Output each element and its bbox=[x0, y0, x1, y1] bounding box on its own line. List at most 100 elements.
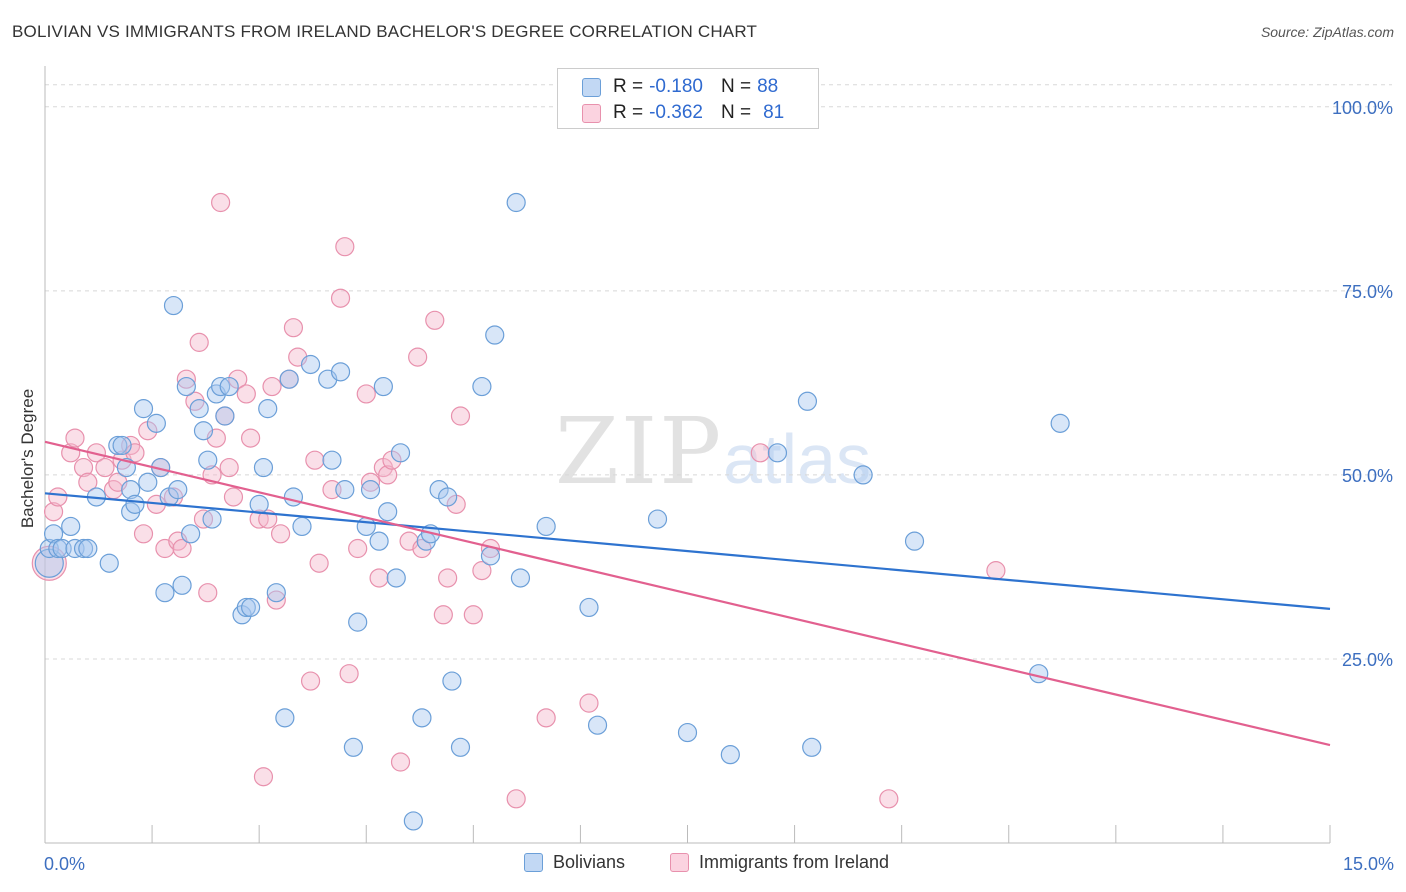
bolivian-point bbox=[219, 376, 239, 397]
ireland-point bbox=[172, 538, 192, 559]
bolivian-point bbox=[176, 376, 196, 397]
bolivian-point bbox=[904, 531, 925, 551]
ireland-point bbox=[390, 752, 411, 772]
bolivian-point bbox=[78, 538, 98, 559]
legend-item-ireland[interactable]: Immigrants from Ireland bbox=[670, 852, 889, 873]
bolivian-point bbox=[802, 737, 822, 757]
ireland-point bbox=[270, 524, 291, 544]
bolivian-point bbox=[241, 597, 261, 618]
ireland-point bbox=[176, 369, 196, 389]
legend-swatch-blue bbox=[582, 77, 601, 97]
ireland-point bbox=[360, 472, 381, 492]
y-tick-label: 50.0% bbox=[1342, 466, 1393, 486]
bolivian-point bbox=[146, 413, 166, 433]
legend-swatch-blue bbox=[524, 853, 543, 872]
chart-source: Source: ZipAtlas.com bbox=[1260, 24, 1394, 40]
trend-lines bbox=[44, 440, 1331, 747]
ireland-point bbox=[433, 605, 453, 625]
ireland-point bbox=[253, 767, 274, 787]
y-tick-label: 100.0% bbox=[1332, 98, 1393, 118]
y-axis-label: Bachelor's Degree bbox=[18, 389, 37, 528]
ireland-point bbox=[65, 428, 85, 448]
bolivian-point bbox=[112, 435, 132, 456]
ireland-point bbox=[73, 457, 94, 478]
bolivian-point bbox=[506, 192, 526, 213]
bolivian-point bbox=[155, 583, 175, 603]
ireland-point bbox=[78, 472, 98, 492]
bolivian-point bbox=[322, 450, 342, 470]
ireland-point bbox=[356, 384, 376, 404]
ireland-point bbox=[335, 237, 355, 257]
bolivian-point bbox=[121, 480, 141, 500]
ireland-point bbox=[283, 318, 304, 338]
legend-item-bolivians[interactable]: Bolivians bbox=[524, 852, 625, 873]
legend-row-bolivians: R = -0.180 N = 88 bbox=[582, 75, 778, 99]
legend-row-ireland: R = -0.362 N = 81 bbox=[582, 101, 784, 125]
bolivian-point bbox=[720, 745, 740, 765]
bolivian-point bbox=[485, 325, 505, 345]
watermark-zip: ZIP bbox=[555, 398, 724, 505]
bolivian-point bbox=[125, 494, 145, 514]
bolivian-point bbox=[181, 524, 201, 544]
bolivian-point bbox=[853, 465, 873, 485]
chart-title: BOLIVIAN VS IMMIGRANTS FROM IRELAND BACH… bbox=[12, 22, 758, 41]
bolivian-point bbox=[300, 354, 321, 375]
legend-n-label: N = bbox=[720, 76, 752, 97]
ireland-point bbox=[536, 708, 556, 728]
ireland-point bbox=[236, 384, 256, 404]
bolivian-point bbox=[343, 737, 363, 757]
ireland-point bbox=[266, 590, 286, 610]
ireland-point bbox=[378, 465, 398, 485]
ireland-point bbox=[879, 789, 899, 809]
bolivian-point bbox=[510, 568, 531, 588]
bolivian-point bbox=[348, 612, 368, 632]
bolivian-point bbox=[369, 531, 389, 551]
legend-n-label: N = bbox=[720, 102, 752, 123]
ireland-point bbox=[223, 487, 244, 507]
y-tick-label: 75.0% bbox=[1342, 282, 1393, 302]
bolivian-point bbox=[258, 399, 278, 419]
ireland-point bbox=[425, 310, 445, 330]
bolivian-point bbox=[403, 811, 423, 831]
ireland-point bbox=[300, 671, 321, 691]
bolivian-point bbox=[360, 480, 381, 500]
bolivian-point bbox=[275, 708, 295, 728]
bolivian-point bbox=[450, 737, 471, 757]
bolivian-point bbox=[472, 376, 492, 397]
ireland-point bbox=[339, 664, 359, 684]
ireland-point bbox=[348, 538, 368, 559]
bolivian-point bbox=[373, 376, 393, 397]
ireland-point bbox=[472, 561, 492, 581]
ireland-point bbox=[438, 568, 458, 588]
bolivian-point bbox=[438, 487, 458, 507]
watermark-atlas: atlas bbox=[723, 420, 872, 498]
bolivian-point bbox=[48, 538, 68, 559]
bolivian-point bbox=[133, 399, 154, 419]
ireland-points bbox=[31, 192, 1006, 809]
bolivian-point bbox=[335, 480, 355, 500]
bolivian-point bbox=[108, 435, 128, 456]
ireland-point bbox=[506, 789, 526, 809]
bolivian-point bbox=[253, 457, 274, 478]
bolivian-point bbox=[390, 443, 411, 463]
ireland-point bbox=[189, 332, 209, 352]
bolivian-point bbox=[189, 399, 209, 419]
bolivian-point bbox=[163, 295, 184, 316]
bolivian-point bbox=[138, 472, 158, 492]
legend-r-label: R = bbox=[613, 102, 644, 123]
ireland-point bbox=[305, 450, 325, 470]
bolivian-point bbox=[330, 362, 351, 382]
bolivian-point bbox=[378, 502, 398, 522]
y-tick-label: 25.0% bbox=[1342, 650, 1393, 670]
bolivian-point bbox=[579, 597, 599, 618]
legend-swatch-pink bbox=[582, 103, 601, 123]
ireland-point bbox=[262, 376, 282, 397]
bolivian-point bbox=[283, 487, 304, 507]
grid-lines bbox=[45, 84, 1392, 660]
bolivian-point bbox=[61, 516, 81, 537]
bolivian-points bbox=[34, 192, 1070, 831]
x-tick-label: 0.0% bbox=[44, 854, 85, 874]
bolivian-point bbox=[1029, 664, 1049, 684]
bolivian-point bbox=[587, 715, 608, 735]
